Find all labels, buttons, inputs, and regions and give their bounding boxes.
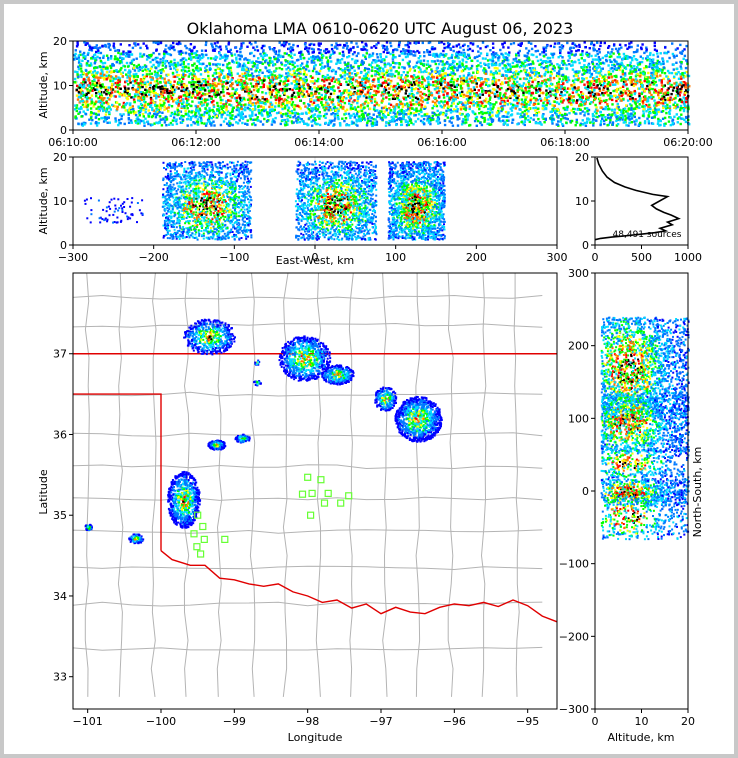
plan-view-plot	[73, 273, 557, 697]
lma-station-marker	[197, 550, 205, 558]
altitude-histogram-line	[594, 157, 681, 241]
lma-station-marker	[317, 476, 325, 484]
lma-station-marker	[308, 489, 316, 497]
lma-station-marker	[193, 543, 201, 551]
source-count-annotation: 48,491 sources	[613, 230, 682, 240]
ns-height-xlabel: Altitude, km	[607, 731, 674, 744]
lma-figure: Oklahoma LMA 0610-0620 UTC August 06, 20…	[37, 19, 713, 744]
ns-height-ylabel: North-South, km	[691, 447, 704, 538]
lma-station-marker	[190, 530, 198, 538]
lma-station-marker	[345, 492, 353, 500]
ns-height-plot	[600, 316, 690, 541]
figure-title: Oklahoma LMA 0610-0620 UTC August 06, 20…	[187, 19, 574, 38]
figure-frame: Oklahoma LMA 0610-0620 UTC August 06, 20…	[4, 4, 734, 754]
time-height-ylabel: Altitude, km	[37, 51, 50, 118]
lma-station-marker	[199, 522, 207, 531]
ew-height-plot	[83, 157, 446, 245]
ew-height-xlabel: East-West, km	[276, 254, 354, 267]
ew-height-ylabel: Altitude, km	[37, 167, 50, 234]
time-height-ticks: 06:10:00 06:12:00 06:14:00 06:16:00 06:18:00…	[48, 35, 712, 149]
time-height-panel: 06:10:00 06:12:00 06:14:00 06:16:00 06:18:00…	[37, 35, 713, 149]
lma-station-marker	[304, 473, 312, 481]
lma-station-marker	[200, 535, 208, 544]
plan-view-ylabel: Latitude	[37, 469, 50, 515]
lma-station-marker	[337, 499, 345, 507]
lma-station-marker	[320, 499, 329, 507]
lma-station-marker	[307, 511, 315, 519]
lma-station-marker	[194, 511, 202, 519]
time-height-plot	[73, 41, 691, 128]
lma-station-marker	[298, 490, 307, 498]
lma-station-marker	[221, 535, 229, 544]
plan-view-frame	[72, 272, 558, 710]
alt-histogram-plot	[594, 157, 681, 241]
plan-view-xlabel: Longitude	[288, 731, 343, 744]
lma-station-marker	[324, 489, 332, 497]
